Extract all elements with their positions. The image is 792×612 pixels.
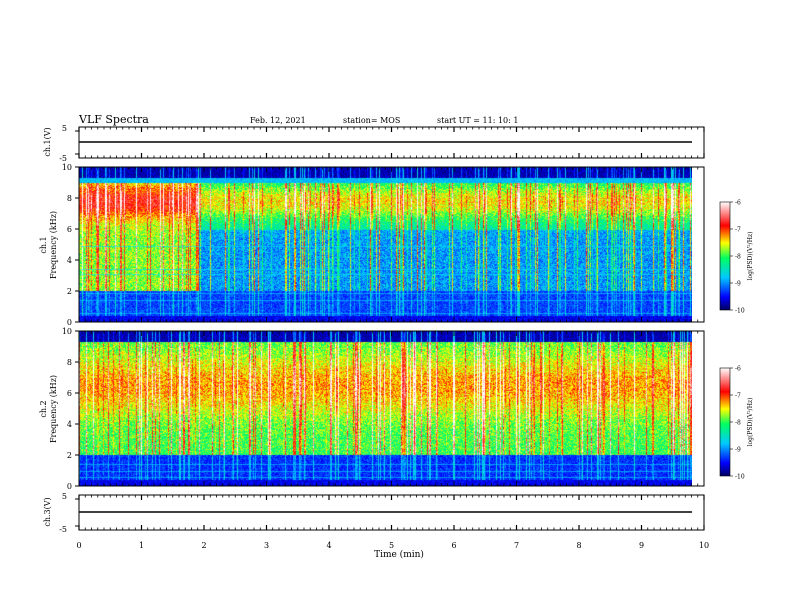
no-data-region [692,167,704,322]
ch1-frequency-axis: 0 2 4 6 8 10 [62,163,705,327]
freq-tick-label: 0 [67,482,72,491]
ch1-waveform-panel: 5 -5 ch.1(V) [43,124,705,163]
freq-tick-label: 8 [67,358,72,367]
colorbar-tick-label: -7 [735,393,741,400]
ch2-frequency-axis: 0 2 4 6 8 10 [62,327,705,491]
ch2-ylabel-channel: ch.2 [39,400,48,417]
time-tick-label: 3 [264,541,269,550]
ch1-colorbar-label: log(PSD)(V²/Hz) [747,232,754,281]
freq-tick-label: 6 [67,225,72,234]
time-tick-label: 5 [389,541,394,550]
colorbar-tick-label: -8 [735,254,741,261]
freq-tick-label: 10 [62,163,72,172]
no-data-region [692,331,704,486]
ch2-colorbar: -6 -7 -8 -9 -10 log(PSD)(V²/Hz) [719,366,754,481]
time-tick-label: 6 [451,541,456,550]
colorbar-tick-label: -6 [735,200,741,207]
date-label: Feb. 12, 2021 [250,116,306,125]
freq-tick-label: 0 [67,318,72,327]
ch1-colorbar: -6 -7 -8 -9 -10 log(PSD)(V²/Hz) [719,200,754,315]
ch3-ytick-bottom: -5 [59,525,67,534]
freq-tick-label: 10 [62,327,72,336]
ch1-ytick-bottom: -5 [59,154,67,163]
ch2-spectrogram-panel: 0 2 4 6 8 10 ch.2 Frequency (kHz) [39,327,705,491]
freq-tick-label: 2 [67,451,72,460]
ch1-ytick-top: 5 [62,124,67,133]
time-tick-label: 1 [139,541,144,550]
time-tick-label: 8 [576,541,581,550]
colorbar-tick-label: -8 [735,420,741,427]
time-tick-label: 2 [201,541,206,550]
colorbar-tick-label: -10 [735,308,745,315]
spectrogram-pixels [79,167,692,322]
ch1-spectrogram-image [79,167,704,322]
ch1-ylabel-channel: ch.1 [39,236,48,253]
freq-tick-label: 6 [67,389,72,398]
time-tick-label: 10 [699,541,709,550]
ch2-spectrogram-image [79,331,704,486]
freq-tick-label: 4 [67,256,72,265]
ch2-colorbar-label: log(PSD)(V²/Hz) [747,398,754,447]
ch3-ytick-top: 5 [62,492,67,501]
ch2-ylabel-frequency: Frequency (kHz) [49,375,58,443]
colorbar-tick-label: -7 [735,227,741,234]
station-label: station= MOS [343,116,400,125]
ch1-ylabel: ch.1(V) [43,127,52,156]
time-tick-label: 4 [326,541,331,550]
figure-title: VLF Spectra [78,113,149,126]
freq-tick-label: 2 [67,287,72,296]
colorbar-tick-label: -6 [735,366,741,373]
time-tick-label: 9 [639,541,644,550]
ch3-waveform-panel: 5 -5 ch.3(V) 0 1 2 3 4 5 6 7 8 9 10 Time (min) [43,492,709,560]
freq-tick-label: 4 [67,420,72,429]
colorbar-tick-label: -9 [735,281,741,288]
colorbar-tick-label: -10 [735,474,745,481]
time-tick-label: 7 [514,541,519,550]
colorbar-tick-label: -9 [735,447,741,454]
ch3-ylabel: ch.3(V) [43,497,52,526]
freq-tick-label: 8 [67,194,72,203]
spectrogram-pixels [79,331,692,486]
ch1-spectrogram-panel: 0 2 4 6 8 10 ch.1 Frequency (kHz) [39,163,705,327]
time-axis-label: Time (min) [374,549,424,560]
time-tick-label: 0 [76,541,81,550]
ch1-time-ticks [75,127,705,158]
start-ut-label: start UT = 11: 10: 1 [437,116,518,125]
time-axis-tick-labels: 0 1 2 3 4 5 6 7 8 9 10 [76,541,709,550]
ch1-ylabel-frequency: Frequency (kHz) [49,211,58,279]
ch3-time-ticks [75,495,705,530]
